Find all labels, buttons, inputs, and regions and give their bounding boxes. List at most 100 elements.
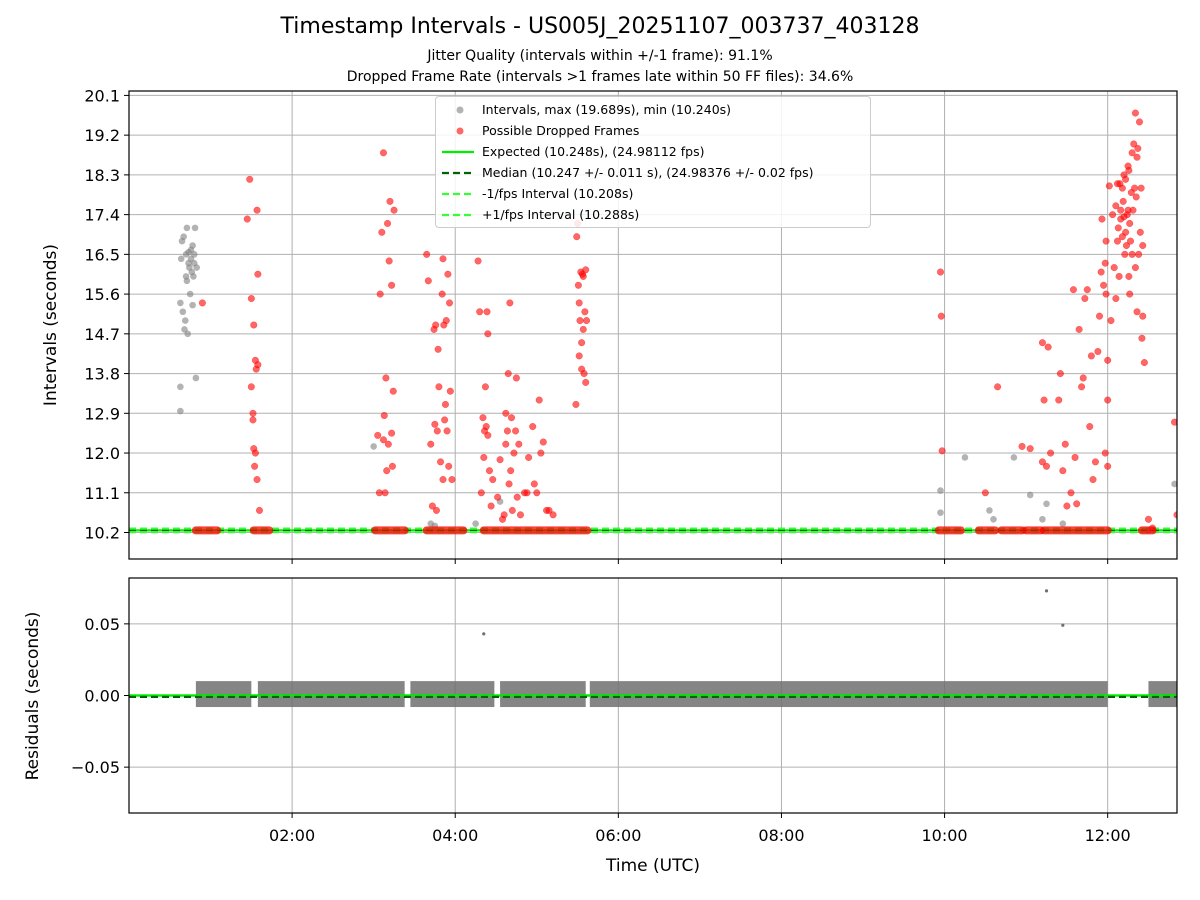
dropped-frame-point bbox=[510, 449, 518, 457]
interval-point bbox=[186, 290, 194, 298]
top-y-tick-label: 18.3 bbox=[84, 166, 120, 185]
dropped-frame-point bbox=[1026, 445, 1034, 453]
top-y-tick-label: 11.1 bbox=[84, 484, 120, 503]
dropped-frame-point bbox=[1055, 396, 1063, 404]
dropped-frame-point bbox=[1075, 325, 1083, 333]
dropped-frame-point bbox=[1129, 206, 1137, 214]
dropped-frame-point bbox=[484, 330, 492, 338]
dropped-frame-point bbox=[1122, 175, 1130, 183]
dropped-frame-point bbox=[513, 493, 521, 501]
dropped-frame-point bbox=[1086, 422, 1094, 431]
chart-subtitle-dropped: Dropped Frame Rate (intervals >1 frames … bbox=[346, 69, 854, 85]
legend-label-plus-interval: +1/fps Interval (10.288s) bbox=[482, 207, 640, 222]
dropped-frame-point bbox=[1089, 475, 1097, 484]
dropped-frame-point bbox=[1133, 153, 1141, 161]
top-axes: 10.2 11.1 12.0 12.9 13.8 14.7 15.6 16.5 17.4 18.3… bbox=[84, 86, 1178, 564]
dropped-frame-point bbox=[507, 467, 515, 475]
bottom-y-ticks: 0.05 0.00 −0.05 bbox=[71, 615, 129, 777]
dropped-frame-point bbox=[1138, 334, 1146, 342]
dropped-frame-point bbox=[1079, 374, 1087, 382]
dropped-frame-point bbox=[1137, 184, 1145, 192]
dropped-frame-point bbox=[1139, 312, 1147, 320]
interval-point bbox=[370, 443, 377, 450]
dropped-frame-point bbox=[251, 462, 259, 470]
bottom-y-tick-label: −0.05 bbox=[71, 758, 120, 777]
legend-item-dropped: Possible Dropped Frames bbox=[436, 121, 870, 141]
dropped-frame-point bbox=[1114, 224, 1122, 232]
dropped-frame-point bbox=[1038, 458, 1046, 466]
dropped-frame-point bbox=[390, 206, 398, 214]
dropped-frame-point bbox=[1040, 396, 1048, 404]
dropped-frame-point bbox=[494, 493, 502, 501]
dropped-frame-point bbox=[388, 281, 396, 289]
dropped-frame-point bbox=[1083, 286, 1091, 294]
dropped-frame-point bbox=[249, 409, 257, 417]
dropped-frame-point bbox=[507, 414, 516, 422]
dropped-frame-point bbox=[1104, 462, 1112, 470]
chart-legend: Intervals, max (19.689s), min (10.240s) … bbox=[435, 96, 871, 228]
x-axis-label: Time (UTC) bbox=[605, 856, 700, 876]
interval-point bbox=[177, 299, 184, 307]
x-tick-label: 04:00 bbox=[432, 826, 478, 845]
interval-point bbox=[190, 273, 197, 280]
legend-label-expected: Expected (10.248s), (24.98112 fps) bbox=[482, 144, 705, 159]
dropped-frame-point bbox=[1056, 370, 1064, 378]
top-data-points bbox=[177, 109, 1177, 535]
legend-item-expected: Expected (10.248s), (24.98112 fps) bbox=[436, 142, 870, 162]
interval-point bbox=[183, 277, 191, 285]
dropped-frame-point bbox=[427, 440, 435, 448]
legend-item-minus-interval: -1/fps Interval (10.208s) bbox=[436, 184, 870, 204]
interval-point bbox=[177, 383, 184, 391]
dropped-frame-point bbox=[247, 383, 255, 391]
dropped-frame-point bbox=[516, 511, 525, 519]
dropped-frame-point bbox=[530, 480, 538, 488]
dropped-frame-point bbox=[246, 175, 254, 183]
x-tick-label: 10:00 bbox=[922, 826, 968, 845]
legend-item-median: Median (10.247 +/- 0.011 s), (24.98376 +… bbox=[436, 163, 870, 183]
residual-cluster bbox=[410, 681, 495, 708]
dropped-frame-point bbox=[389, 387, 397, 395]
bottom-y-tick-label: 0.00 bbox=[84, 687, 120, 706]
interval-point bbox=[177, 255, 185, 263]
interval-point bbox=[990, 515, 997, 523]
dropped-frame-point bbox=[579, 325, 587, 333]
interval-point bbox=[179, 308, 187, 316]
dropped-frame-point bbox=[1171, 418, 1177, 426]
dropped-frame-point bbox=[1126, 290, 1134, 298]
legend-label-dropped: Possible Dropped Frames bbox=[482, 123, 640, 138]
dropped-frame-point bbox=[254, 270, 262, 278]
dropped-frame-point bbox=[251, 449, 259, 457]
dropped-frame-point bbox=[1122, 228, 1130, 236]
dropped-frame-point bbox=[431, 420, 439, 428]
dropped-frame-point bbox=[1118, 184, 1126, 192]
dropped-frame-point bbox=[545, 506, 553, 514]
dropped-frame-point bbox=[1042, 462, 1051, 470]
dropped-frame-point bbox=[582, 378, 590, 386]
dropped-frame-point bbox=[441, 400, 449, 409]
bottom-y-axis-label: Residuals (seconds) bbox=[23, 612, 43, 781]
top-y-tick-label: 14.7 bbox=[84, 325, 120, 344]
dropped-frame-point bbox=[1112, 294, 1120, 303]
dropped-frame-point bbox=[1101, 449, 1109, 457]
dropped-frame-point bbox=[506, 299, 514, 307]
dropped-frame-point bbox=[1125, 272, 1133, 280]
interval-point bbox=[190, 251, 198, 258]
dropped-frame-point bbox=[385, 257, 393, 265]
dropped-frame-point bbox=[1091, 458, 1099, 466]
dropped-frame-point bbox=[582, 317, 591, 325]
interval-point bbox=[192, 374, 200, 382]
top-y-tick-label: 17.4 bbox=[84, 206, 120, 225]
legend-item-plus-interval: +1/fps Interval (10.288s) bbox=[436, 205, 870, 225]
interval-point bbox=[1059, 520, 1067, 527]
dropped-frame-point bbox=[483, 308, 491, 316]
interval-point bbox=[189, 242, 196, 249]
legend-marker-dropped bbox=[456, 127, 464, 135]
legend-label-minus-interval: -1/fps Interval (10.208s) bbox=[482, 186, 634, 201]
top-y-ticks: 10.2 11.1 12.0 12.9 13.8 14.7 15.6 16.5 17.4 18.3… bbox=[84, 86, 129, 543]
dropped-frame-point bbox=[448, 475, 456, 484]
dropped-frame-point bbox=[512, 427, 520, 435]
residual-cluster bbox=[257, 681, 405, 708]
dropped-frame-point bbox=[1126, 237, 1135, 245]
dropped-frame-point bbox=[444, 270, 452, 278]
